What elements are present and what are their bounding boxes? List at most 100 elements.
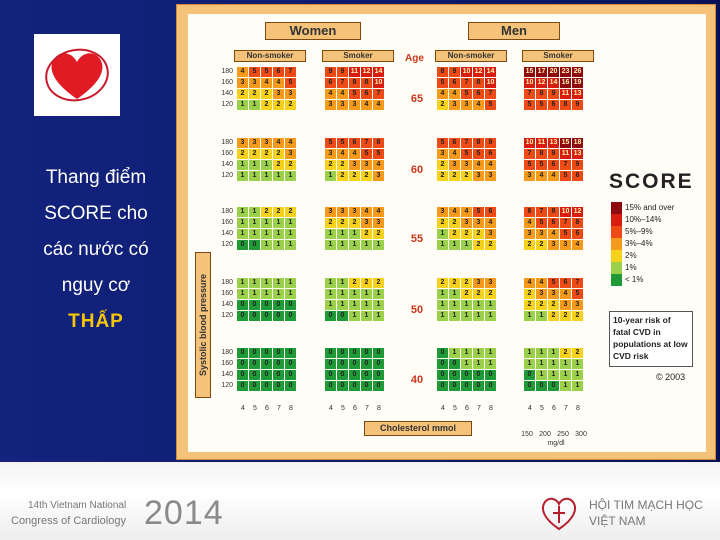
risk-cell-55-wn-0-3: 2 xyxy=(273,207,284,217)
risk-cell-55-ws-1-3: 3 xyxy=(361,218,372,228)
risk-cell-40-ws-0-0: 0 xyxy=(325,348,336,358)
risk-cell-40-mn-2-0: 0 xyxy=(437,370,448,380)
risk-cell-60-ms-0-1: 11 xyxy=(536,138,547,148)
risk-cell-65-mn-0-0: 8 xyxy=(437,67,448,77)
women-header: Women xyxy=(265,22,361,40)
risk-cell-55-wn-1-4: 1 xyxy=(285,218,296,228)
risk-cell-40-ms-0-4: 2 xyxy=(572,348,583,358)
risk-cell-55-mn-3-3: 2 xyxy=(473,240,484,250)
risk-cell-50-mn-3-2: 1 xyxy=(461,311,472,321)
risk-cell-65-ms-3-2: 6 xyxy=(548,100,559,110)
risk-cell-50-wn-3-0: 0 xyxy=(237,311,248,321)
cholesterol-tick-ms-8: 8 xyxy=(576,405,580,412)
society-name-2: VIỆT NAM xyxy=(589,514,646,528)
risk-cell-55-ms-1-3: 7 xyxy=(560,218,571,228)
risk-cell-60-ms-0-4: 18 xyxy=(572,138,583,148)
risk-cell-40-wn-2-3: 0 xyxy=(273,370,284,380)
risk-cell-50-ws-1-2: 1 xyxy=(349,289,360,299)
risk-cell-40-ms-2-3: 1 xyxy=(560,370,571,380)
heart-logo xyxy=(34,34,120,116)
risk-cell-40-wn-3-2: 0 xyxy=(261,381,272,391)
risk-cell-50-mn-1-4: 2 xyxy=(485,289,496,299)
age-value-65: 65 xyxy=(410,93,424,105)
risk-cell-60-ms-2-0: 5 xyxy=(524,160,535,170)
risk-cell-60-ws-1-1: 4 xyxy=(337,149,348,159)
risk-cell-60-wn-3-1: 1 xyxy=(249,171,260,181)
risk-cell-40-ws-2-1: 0 xyxy=(337,370,348,380)
risk-cell-40-ms-1-1: 1 xyxy=(536,359,547,369)
risk-cell-50-ws-2-0: 1 xyxy=(325,300,336,310)
risk-cell-60-ws-3-2: 2 xyxy=(349,171,360,181)
mgdl-unit: mg/dl xyxy=(547,440,565,447)
risk-cell-55-ms-0-0: 6 xyxy=(524,207,535,217)
risk-cell-65-mn-0-2: 10 xyxy=(461,67,472,77)
risk-cell-40-ws-1-1: 0 xyxy=(337,359,348,369)
risk-cell-40-mn-1-3: 1 xyxy=(473,359,484,369)
risk-cell-50-mn-2-0: 1 xyxy=(437,300,448,310)
risk-cell-65-wn-2-0: 2 xyxy=(237,89,248,99)
risk-cell-50-ms-0-2: 5 xyxy=(548,278,559,288)
cholesterol-tick-ms-5: 5 xyxy=(540,405,544,412)
risk-cell-40-wn-2-4: 0 xyxy=(285,370,296,380)
side-line-4: nguy cơ xyxy=(61,275,131,296)
risk-cell-50-wn-2-2: 0 xyxy=(261,300,272,310)
risk-cell-65-wn-2-3: 3 xyxy=(273,89,284,99)
risk-cell-60-ws-1-3: 5 xyxy=(361,149,372,159)
risk-cell-65-ws-3-1: 3 xyxy=(337,100,348,110)
risk-cell-40-ws-1-3: 0 xyxy=(361,359,372,369)
risk-cell-40-wn-1-3: 0 xyxy=(273,359,284,369)
risk-cell-65-ws-0-4: 14 xyxy=(373,67,384,77)
risk-cell-55-wn-0-1: 1 xyxy=(249,207,260,217)
risk-cell-50-wn-0-4: 1 xyxy=(285,278,296,288)
mgdl-tick-150: 150 xyxy=(521,431,533,438)
risk-cell-50-ws-0-4: 2 xyxy=(373,278,384,288)
risk-cell-50-wn-2-1: 0 xyxy=(249,300,260,310)
risk-cell-40-mn-0-1: 1 xyxy=(449,348,460,358)
risk-cell-60-mn-0-3: 8 xyxy=(473,138,484,148)
risk-cell-40-wn-3-4: 0 xyxy=(285,381,296,391)
cholesterol-tick-wn-7: 7 xyxy=(277,405,281,412)
sbp-tick-120: 120 xyxy=(221,382,233,389)
risk-cell-60-ws-1-4: 5 xyxy=(373,149,384,159)
risk-cell-65-mn-0-3: 12 xyxy=(473,67,484,77)
risk-cell-60-wn-0-3: 4 xyxy=(273,138,284,148)
risk-cell-55-wn-1-2: 1 xyxy=(261,218,272,228)
risk-cell-65-mn-3-2: 3 xyxy=(461,100,472,110)
risk-cell-40-ms-0-2: 1 xyxy=(548,348,559,358)
risk-cell-65-wn-0-0: 4 xyxy=(237,67,248,77)
risk-cell-40-wn-1-0: 0 xyxy=(237,359,248,369)
risk-cell-60-mn-3-4: 3 xyxy=(485,171,496,181)
risk-cell-50-ms-1-2: 3 xyxy=(548,289,559,299)
legend-swatch-0 xyxy=(611,202,622,214)
risk-cell-65-ws-1-4: 10 xyxy=(373,78,384,88)
risk-cell-50-mn-3-3: 1 xyxy=(473,311,484,321)
risk-cell-60-ws-2-1: 2 xyxy=(337,160,348,170)
risk-cell-55-mn-0-3: 5 xyxy=(473,207,484,217)
risk-cell-55-ms-2-2: 4 xyxy=(548,229,559,239)
risk-cell-65-ms-1-2: 14 xyxy=(548,78,559,88)
risk-cell-40-mn-0-0: 0 xyxy=(437,348,448,358)
risk-cell-60-ws-3-4: 3 xyxy=(373,171,384,181)
risk-cell-50-ms-0-3: 6 xyxy=(560,278,571,288)
risk-cell-50-ws-2-1: 1 xyxy=(337,300,348,310)
risk-cell-65-wn-2-2: 2 xyxy=(261,89,272,99)
risk-cell-50-ms-2-3: 3 xyxy=(560,300,571,310)
risk-cell-40-ws-3-2: 0 xyxy=(349,381,360,391)
risk-cell-40-ws-1-4: 0 xyxy=(373,359,384,369)
risk-cell-65-ws-0-2: 11 xyxy=(349,67,360,77)
risk-cell-55-mn-1-2: 3 xyxy=(461,218,472,228)
legend-label-2: 5%–9% xyxy=(625,227,653,236)
risk-cell-60-wn-3-2: 1 xyxy=(261,171,272,181)
risk-cell-55-wn-1-3: 1 xyxy=(273,218,284,228)
risk-cell-60-mn-2-2: 3 xyxy=(461,160,472,170)
side-line-2: SCORE cho xyxy=(44,203,148,224)
risk-cell-50-mn-1-3: 2 xyxy=(473,289,484,299)
risk-cell-40-ws-0-3: 0 xyxy=(361,348,372,358)
risk-cell-55-wn-0-0: 1 xyxy=(237,207,248,217)
risk-cell-55-mn-2-3: 2 xyxy=(473,229,484,239)
risk-cell-50-ws-1-3: 1 xyxy=(361,289,372,299)
risk-cell-40-ms-3-1: 0 xyxy=(536,381,547,391)
risk-cell-40-mn-0-4: 1 xyxy=(485,348,496,358)
sbp-tick-140: 140 xyxy=(221,90,233,97)
sbp-tick-180: 180 xyxy=(221,208,233,215)
